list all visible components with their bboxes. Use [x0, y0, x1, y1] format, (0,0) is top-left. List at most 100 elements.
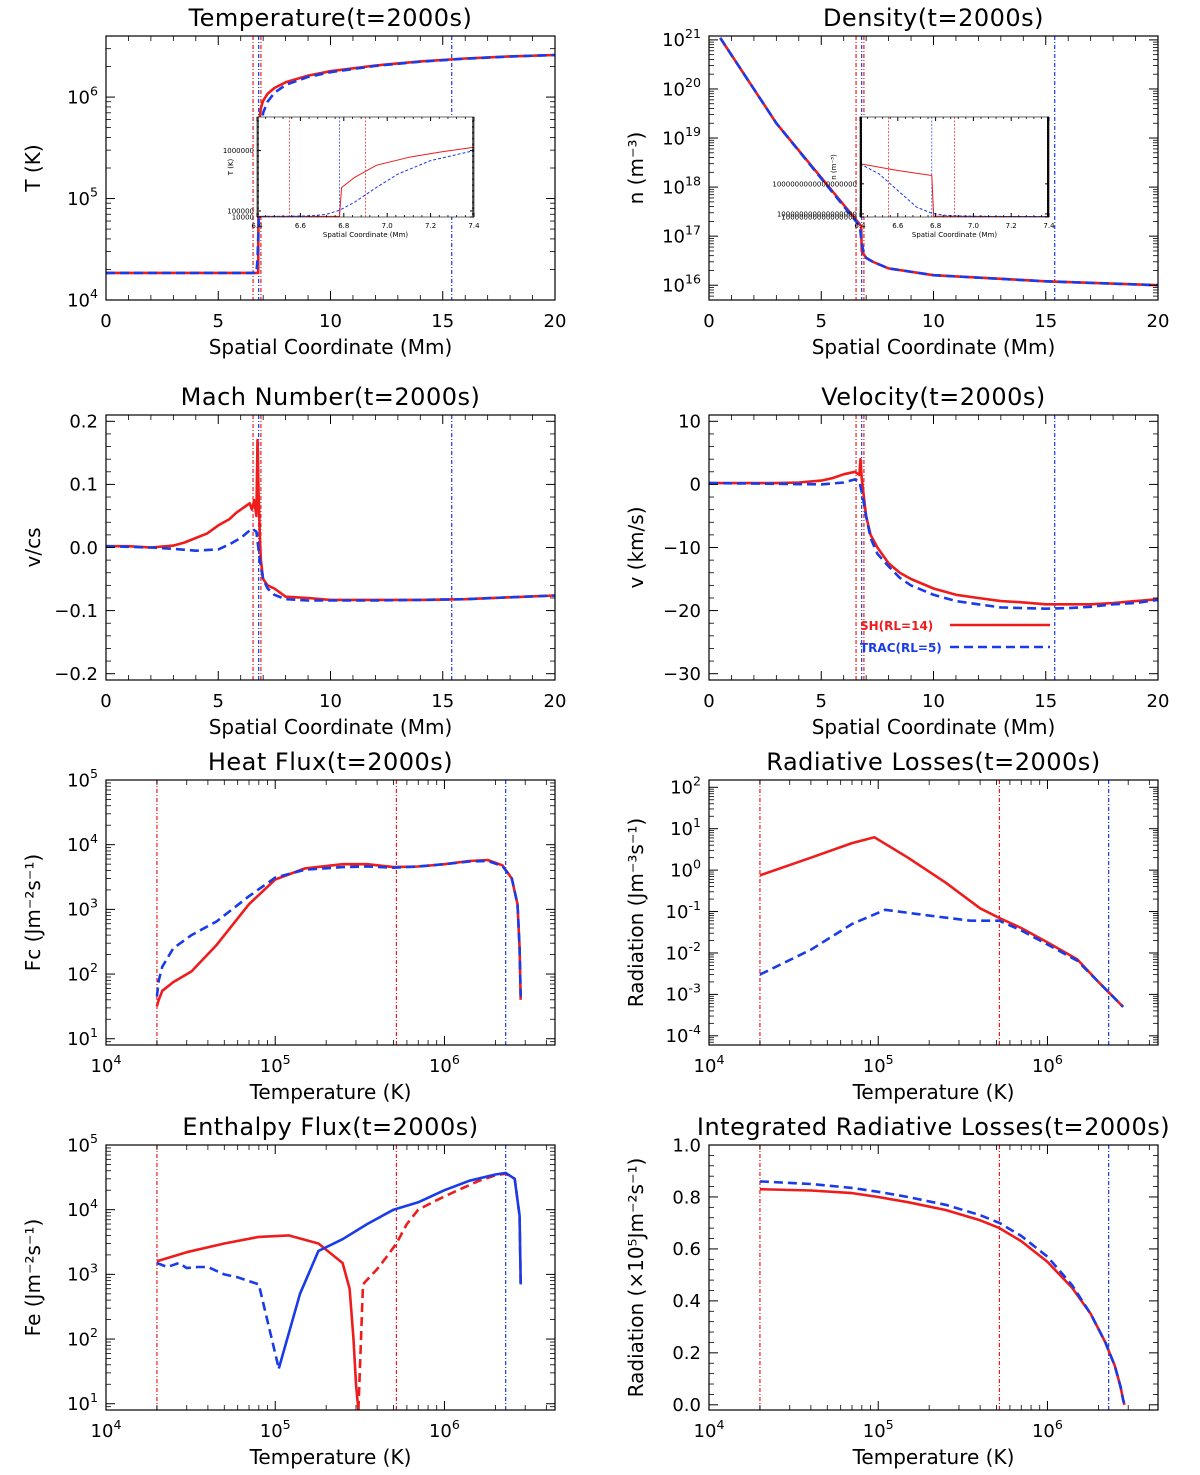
x-tick-label: 0	[703, 691, 714, 712]
y-tick-label: 0.6	[672, 1239, 701, 1260]
chart-title: Radiative Losses(t=2000s)	[766, 748, 1100, 776]
y-tick-label: −0.2	[54, 664, 98, 685]
y-tick-label: 105	[67, 1131, 98, 1156]
y-tick-label: 1000000	[223, 147, 254, 155]
y-tick-label: 106	[67, 83, 98, 108]
x-tick-label: 0	[100, 311, 111, 332]
y-tick-label: 10-1	[666, 898, 701, 923]
sh-series-line	[357, 1172, 522, 1410]
x-tick-label: 6.4	[251, 222, 263, 230]
x-tick-label: 6.4	[854, 222, 866, 230]
trac-series-line	[759, 908, 1125, 1008]
y-axis-label: T (K)	[227, 158, 235, 176]
x-tick-label: 7.4	[468, 222, 480, 230]
sh-series-line	[156, 1234, 360, 1410]
y-tick-label: 100000	[227, 207, 254, 215]
chart-title: Temperature(t=2000s)	[188, 4, 473, 32]
legend: SH(RL=14) TRAC(RL=5)	[860, 619, 1050, 655]
plot-frame	[708, 1144, 1159, 1411]
trac-series-line	[759, 1180, 1126, 1406]
y-tick-label: 1016	[662, 271, 701, 296]
x-tick-label: 15	[1034, 691, 1057, 712]
trac-series-line	[860, 163, 1049, 217]
x-tick-label: 20	[544, 311, 567, 332]
legend-label-sh: SH(RL=14)	[860, 619, 933, 633]
x-tick-label: 104	[694, 1417, 725, 1442]
y-axis-label: n (m⁻³)	[830, 154, 838, 180]
x-tick-label: 105	[863, 1052, 894, 1077]
y-tick-label: 10	[678, 412, 701, 433]
x-tick-label: 104	[91, 1052, 122, 1077]
trac-series-line	[257, 150, 474, 217]
y-tick-label: 0.2	[672, 1343, 701, 1364]
y-tick-label: −0.1	[54, 601, 98, 622]
x-tick-label: 0	[703, 311, 714, 332]
y-axis-label: Fe (Jm⁻²s⁻¹)	[21, 1219, 45, 1337]
y-tick-label: 103	[67, 1261, 98, 1286]
x-tick-label: 7.4	[1043, 222, 1055, 230]
y-tick-label: 105	[67, 766, 98, 791]
x-tick-label: 15	[431, 691, 454, 712]
y-tick-label: 0.1	[69, 475, 98, 496]
x-axis-label: Temperature (K)	[852, 1445, 1015, 1469]
y-tick-label: 102	[670, 773, 701, 798]
x-tick-label: 20	[544, 691, 567, 712]
y-tick-label: 101	[67, 1025, 98, 1050]
chart-title: Density(t=2000s)	[823, 4, 1044, 32]
y-tick-label: 1017	[662, 222, 701, 247]
chart-heatflux: Heat Flux(t=2000s) 104 105 106 101 102 103 104 1…	[21, 748, 556, 1104]
y-tick-label: 1000000000000000000	[772, 180, 857, 188]
y-tick-label: 1.0	[672, 1135, 701, 1156]
x-tick-label: 105	[260, 1417, 291, 1442]
x-tick-label: 6.6	[295, 222, 307, 230]
x-tick-label: 20	[1147, 691, 1170, 712]
y-tick-label: 0.0	[672, 1395, 701, 1416]
y-tick-label: 105	[67, 185, 98, 210]
trac-series-line	[709, 478, 1158, 610]
x-tick-label: 106	[429, 1417, 460, 1442]
y-tick-label: 103	[67, 896, 98, 921]
x-tick-label: 6.8	[930, 222, 941, 230]
y-axis-label: Radiation (×10⁵Jm⁻²s⁻¹)	[624, 1158, 648, 1398]
chart-title: Heat Flux(t=2000s)	[208, 748, 453, 776]
y-tick-label: 104	[67, 1196, 98, 1221]
x-tick-label: 105	[260, 1052, 291, 1077]
x-tick-label: 15	[431, 311, 454, 332]
y-axis-label: v (km/s)	[624, 506, 648, 588]
chart-intradlosses: Integrated Radiative Losses(t=2000s) 104 1…	[624, 1113, 1170, 1469]
plot-frame	[105, 779, 556, 1046]
x-tick-label: 10	[922, 691, 945, 712]
inset-density: 6.4 6.6 6.8 7.0 7.2 7.41000000000000000010000…	[772, 116, 1055, 239]
x-tick-label: 5	[816, 691, 827, 712]
y-axis-label: T (K)	[21, 144, 45, 192]
chart-density: Density(t=2000s) 0 5 10 15 20 1016 1017 1018 1019…	[624, 4, 1169, 359]
y-tick-label: 104	[67, 831, 98, 856]
y-tick-label: 10-3	[666, 981, 701, 1006]
y-tick-label: −30	[663, 664, 701, 685]
x-tick-label: 10	[922, 311, 945, 332]
plot-frame	[105, 1144, 556, 1411]
y-axis-label: v/cs	[21, 528, 45, 568]
sh-series-line	[106, 438, 555, 602]
chart-radlosses: Radiative Losses(t=2000s) 104 105 106 10-4 10…	[624, 748, 1159, 1104]
x-tick-label: 7.2	[425, 222, 436, 230]
sh-series-line	[155, 858, 522, 1007]
y-tick-label: 0.2	[69, 412, 98, 433]
y-tick-label: −20	[663, 601, 701, 622]
y-tick-label: 1018	[662, 173, 701, 198]
y-tick-label: 1020	[662, 75, 701, 100]
y-tick-label: 10-2	[666, 939, 701, 964]
x-tick-label: 106	[429, 1052, 460, 1077]
x-tick-label: 10	[319, 691, 342, 712]
x-axis-label: Temperature (K)	[249, 1445, 412, 1469]
y-tick-label: 104	[67, 286, 98, 311]
sh-series-line	[257, 146, 474, 217]
y-tick-label: 10000	[232, 213, 254, 221]
x-axis-label: Spatial Coordinate (Mm)	[209, 715, 453, 739]
sh-series-line	[759, 836, 1125, 1008]
x-axis-label: Spatial Coordinate (Mm)	[209, 335, 453, 359]
x-axis-label: Spatial Coordinate (Mm)	[812, 335, 1056, 359]
x-tick-label: 104	[91, 1417, 122, 1442]
x-tick-label: 104	[694, 1052, 725, 1077]
